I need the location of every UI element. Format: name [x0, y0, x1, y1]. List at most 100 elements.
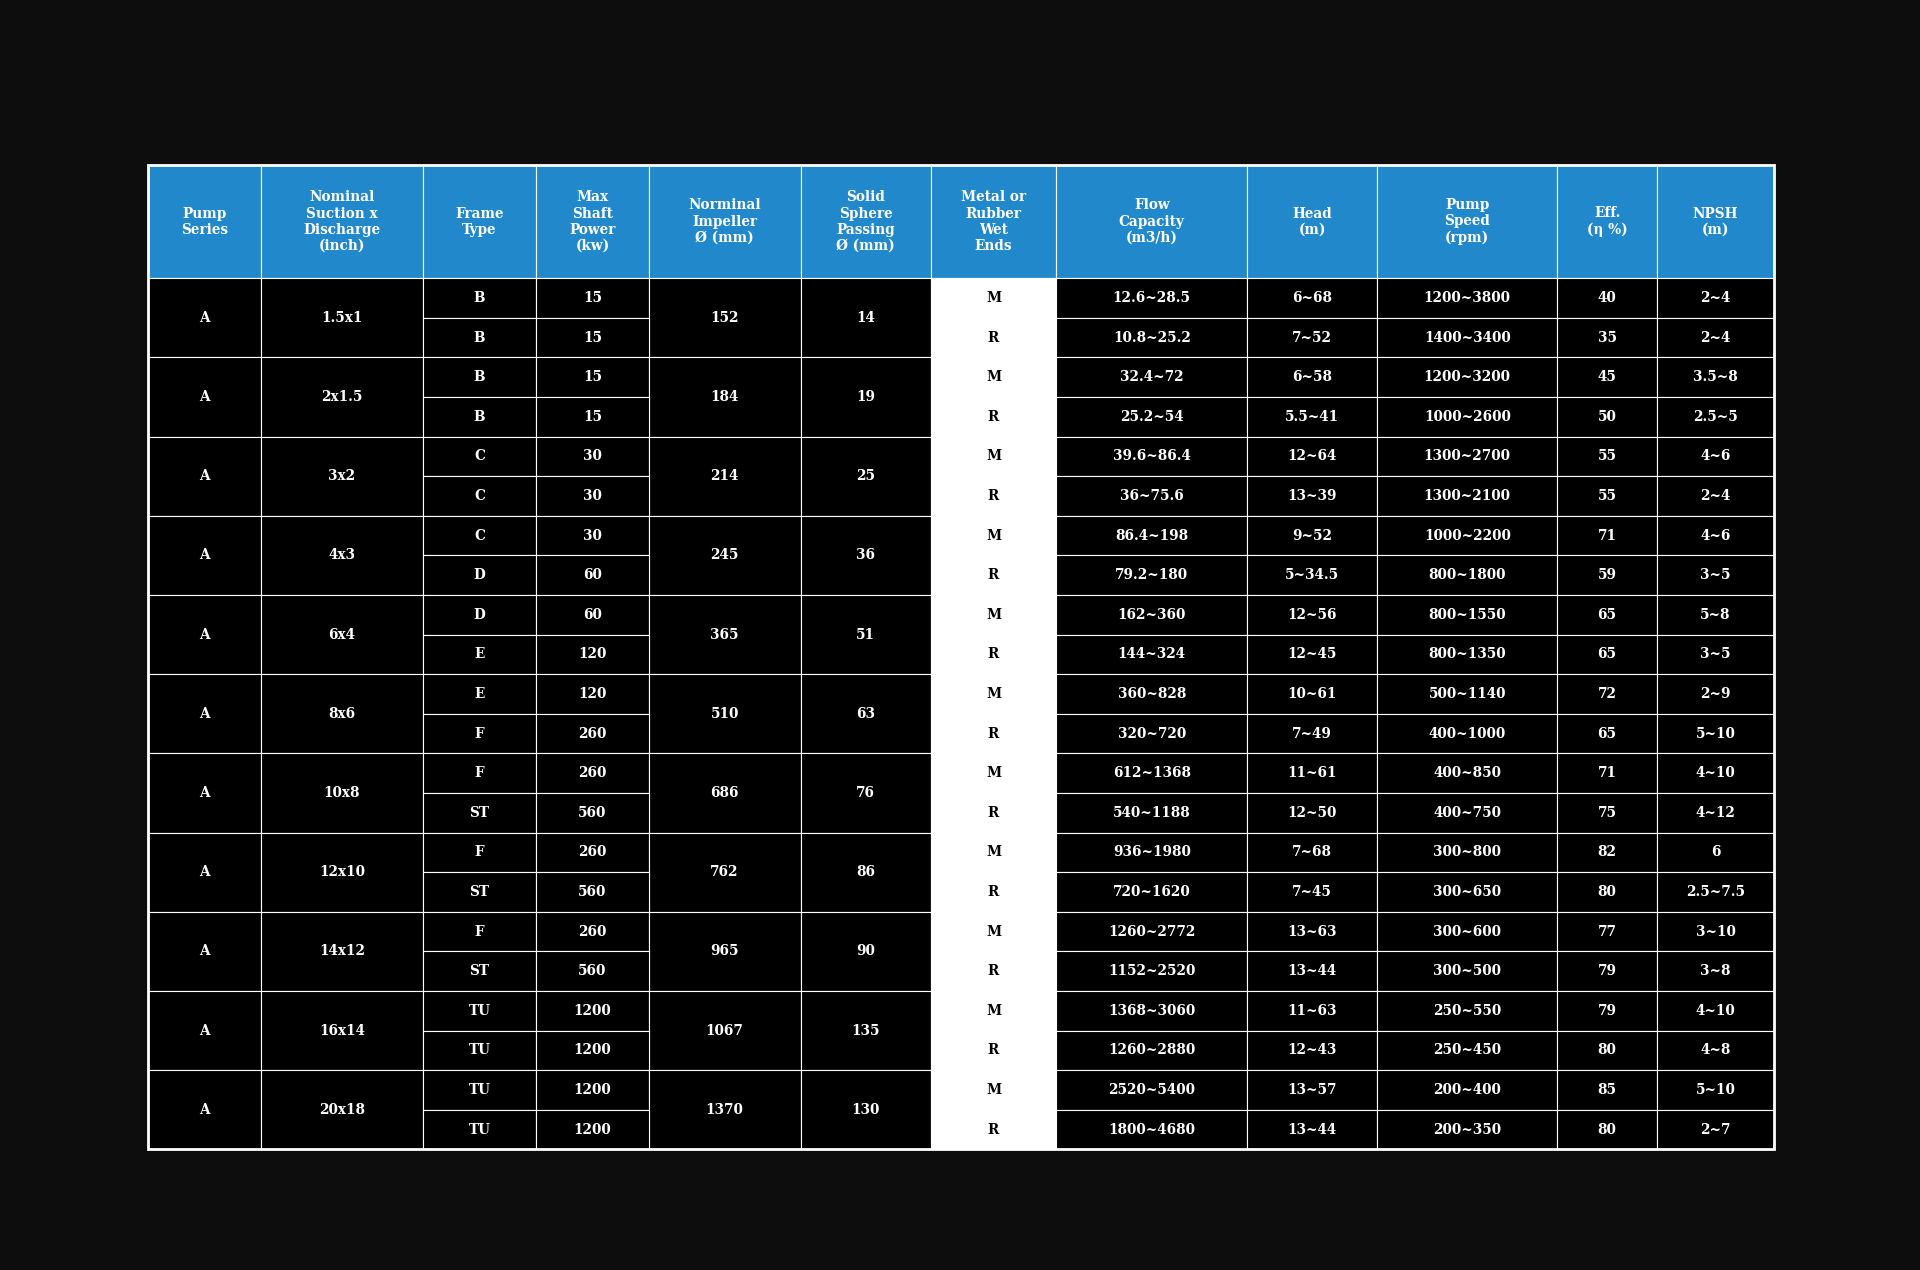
Text: 4~6: 4~6 — [1701, 528, 1730, 542]
Bar — [1248, 1030, 1377, 1071]
Text: 2x1.5: 2x1.5 — [321, 390, 363, 404]
Bar — [148, 165, 261, 278]
Text: 1368~3060: 1368~3060 — [1108, 1003, 1196, 1017]
Text: A: A — [200, 945, 209, 959]
Bar — [931, 278, 1056, 318]
Bar — [801, 753, 931, 833]
Text: 365: 365 — [710, 627, 739, 641]
Text: 4~6: 4~6 — [1701, 450, 1730, 464]
Bar — [1377, 872, 1557, 912]
Text: Eff.
(η %): Eff. (η %) — [1586, 206, 1628, 237]
Bar — [1248, 792, 1377, 833]
Text: 79.2~180: 79.2~180 — [1116, 568, 1188, 582]
Bar — [422, 476, 536, 516]
Bar — [422, 833, 536, 872]
Bar — [1557, 714, 1657, 753]
Text: 1000~2200: 1000~2200 — [1425, 528, 1511, 542]
Text: 19: 19 — [856, 390, 876, 404]
Text: 1370: 1370 — [707, 1102, 743, 1116]
Bar — [261, 1071, 422, 1149]
Bar — [1056, 753, 1248, 792]
Bar — [931, 991, 1056, 1030]
Text: 800~1350: 800~1350 — [1428, 648, 1505, 662]
Text: Flow
Capacity
(m3/h): Flow Capacity (m3/h) — [1119, 198, 1185, 245]
Bar — [1377, 714, 1557, 753]
Bar — [536, 357, 649, 398]
Text: A: A — [200, 469, 209, 484]
Bar — [1248, 555, 1377, 596]
Text: F: F — [474, 726, 484, 740]
Text: 300~800: 300~800 — [1432, 846, 1501, 860]
Bar — [649, 912, 801, 991]
Text: 12~50: 12~50 — [1288, 805, 1336, 820]
Bar — [1248, 476, 1377, 516]
Text: C: C — [474, 450, 486, 464]
Bar — [536, 872, 649, 912]
Text: 130: 130 — [851, 1102, 879, 1116]
Bar — [801, 991, 931, 1071]
Text: 260: 260 — [578, 766, 607, 780]
Bar — [1056, 714, 1248, 753]
Text: 720~1620: 720~1620 — [1114, 885, 1190, 899]
Bar — [422, 1110, 536, 1149]
Text: 9~52: 9~52 — [1292, 528, 1332, 542]
Text: 1000~2600: 1000~2600 — [1425, 410, 1511, 424]
Text: 7~49: 7~49 — [1292, 726, 1332, 740]
Bar — [1056, 398, 1248, 437]
Text: 20x18: 20x18 — [319, 1102, 365, 1116]
Text: 60: 60 — [584, 568, 601, 582]
Bar — [536, 437, 649, 476]
Text: 8x6: 8x6 — [328, 707, 355, 721]
Bar — [1557, 753, 1657, 792]
Text: 762: 762 — [710, 865, 739, 879]
Text: 200~350: 200~350 — [1432, 1123, 1501, 1137]
Text: 5~8: 5~8 — [1701, 608, 1730, 622]
Bar — [1056, 792, 1248, 833]
Bar — [1657, 1030, 1774, 1071]
Text: 65: 65 — [1597, 648, 1617, 662]
Bar — [801, 1071, 931, 1149]
Bar — [801, 278, 931, 357]
Bar — [1557, 635, 1657, 674]
Text: ST: ST — [470, 805, 490, 820]
Text: 260: 260 — [578, 846, 607, 860]
Text: 560: 560 — [578, 885, 607, 899]
Text: 1260~2880: 1260~2880 — [1108, 1044, 1196, 1058]
Text: 7~45: 7~45 — [1292, 885, 1332, 899]
Bar — [1056, 1071, 1248, 1110]
Text: A: A — [200, 707, 209, 721]
Text: 800~1800: 800~1800 — [1428, 568, 1505, 582]
Text: 36: 36 — [856, 549, 876, 563]
Bar — [1056, 991, 1248, 1030]
Text: M: M — [987, 846, 1000, 860]
Bar — [261, 357, 422, 437]
Bar — [1248, 516, 1377, 555]
Bar — [536, 318, 649, 357]
Text: E: E — [474, 687, 484, 701]
Bar — [1377, 1071, 1557, 1110]
Text: NPSH
(m): NPSH (m) — [1693, 207, 1738, 236]
Text: 162~360: 162~360 — [1117, 608, 1187, 622]
Text: Solid
Sphere
Passing
Ø (mm): Solid Sphere Passing Ø (mm) — [837, 190, 895, 253]
Text: C: C — [474, 489, 486, 503]
Text: 55: 55 — [1597, 489, 1617, 503]
Bar — [536, 398, 649, 437]
Bar — [1557, 674, 1657, 714]
Bar — [1248, 437, 1377, 476]
Bar — [1657, 476, 1774, 516]
Bar — [536, 792, 649, 833]
Text: 12~64: 12~64 — [1288, 450, 1336, 464]
Text: 400~750: 400~750 — [1432, 805, 1501, 820]
Text: 120: 120 — [578, 687, 607, 701]
Text: 13~44: 13~44 — [1288, 1123, 1336, 1137]
Text: 30: 30 — [584, 450, 601, 464]
Text: 2.5~5: 2.5~5 — [1693, 410, 1738, 424]
Text: 59: 59 — [1597, 568, 1617, 582]
Text: 32.4~72: 32.4~72 — [1119, 371, 1183, 385]
Text: 6: 6 — [1711, 846, 1720, 860]
Text: 13~39: 13~39 — [1288, 489, 1336, 503]
Bar — [1557, 516, 1657, 555]
Bar — [1377, 1110, 1557, 1149]
Bar — [1248, 398, 1377, 437]
Bar — [1248, 872, 1377, 912]
